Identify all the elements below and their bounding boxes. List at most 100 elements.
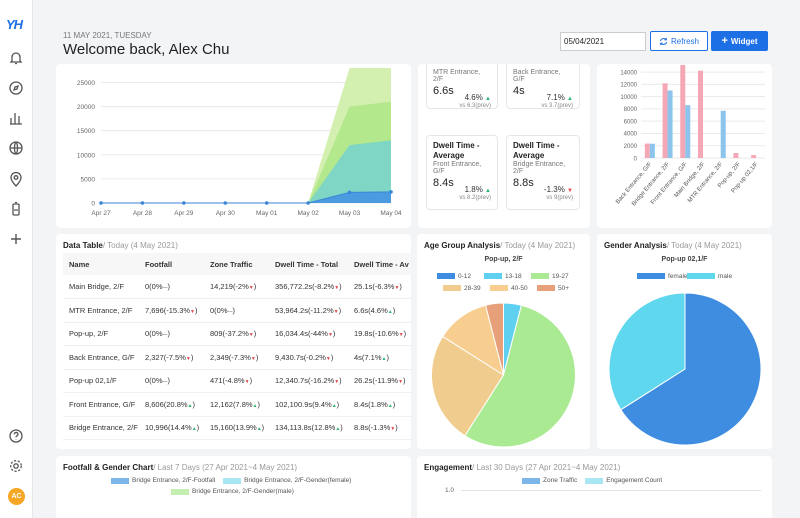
column-header[interactable]: Footfall (139, 253, 204, 275)
stat-card-bridge[interactable]: Dwell Time - Average Bridge Entrance, 2/… (506, 135, 580, 210)
legend-swatch[interactable] (443, 285, 461, 291)
trend-up-icon: ▲ (485, 188, 491, 194)
trend-up-icon: ▲ (191, 426, 197, 433)
legend-label: Zone Traffic (543, 477, 578, 484)
add-widget-button[interactable]: + Widget (711, 31, 768, 51)
y-tick-label: 6000 (624, 119, 638, 125)
data-point[interactable] (389, 190, 393, 194)
close-paren: ) (167, 282, 171, 291)
data-table-title-text: Data Table (63, 241, 103, 250)
table-cell: 0(0%—) (139, 369, 204, 393)
legend-label: 13-18 (505, 273, 522, 280)
legend-item[interactable]: Bridge Entrance, 2/F-Gender(male) (171, 488, 294, 495)
table-row[interactable]: MTR Entrance, 2/F 7,696(-15.3%▼) 0(0%—) 53,… (63, 298, 411, 323)
legend-swatch[interactable] (490, 285, 508, 291)
cell-text: Back Entrance, G/F (69, 352, 135, 362)
stat-prev: vs 8.2(prev) (459, 195, 491, 201)
table-row[interactable]: Main Bridge, 2/F 0(0%—) 14,219(-2%▼) 356,77… (63, 275, 411, 299)
legend-swatch[interactable] (637, 273, 665, 279)
globe-icon[interactable] (8, 140, 24, 156)
bar[interactable] (698, 70, 703, 158)
close-paren: ) (340, 423, 343, 433)
legend-swatch[interactable] (437, 273, 455, 279)
legend-item[interactable]: Bridge Entrance, 2/F-Gender(female) (223, 477, 351, 484)
stat-card-front[interactable]: Dwell Time - Average Front Entrance, G/F… (426, 135, 498, 210)
age-group-pie-chart: Pop-up, 2/F 0-12 13-18 19-27 28-39 40-50 50+ (431, 256, 576, 448)
legend-label: 40-50 (511, 285, 528, 292)
column-header[interactable]: Dwell Time - Total (269, 253, 348, 275)
area-series-0[interactable] (101, 68, 391, 203)
close-paren: ) (232, 305, 236, 315)
table-row[interactable]: Pop-up, 2/F 0(0%—) 809(-37.2%▼) 16,034.4s(-… (63, 322, 411, 346)
column-header[interactable]: Name (63, 253, 139, 275)
column-header[interactable]: Dwell Time - Av (348, 253, 411, 275)
plus-icon[interactable] (8, 231, 24, 247)
data-point[interactable] (306, 201, 310, 205)
data-point[interactable] (99, 201, 103, 205)
bar[interactable] (667, 90, 673, 158)
app-logo[interactable]: YH (6, 17, 23, 32)
table-cell: 53,964.2s(-11.2%▼) (269, 298, 348, 323)
sidebar: YH AC (0, 0, 33, 518)
trend-up-icon: ▲ (387, 402, 393, 409)
close-paren: ) (395, 423, 398, 433)
legend-swatch[interactable] (687, 273, 715, 279)
bar-chart-icon[interactable] (8, 110, 24, 126)
map-pin-icon[interactable] (8, 171, 24, 187)
pie-slice[interactable] (464, 304, 576, 448)
pie-slice[interactable] (484, 302, 504, 376)
legend-swatch[interactable] (531, 273, 549, 279)
table-cell: Pop-up 02,1/F (63, 369, 139, 393)
legend-swatch[interactable] (537, 285, 555, 291)
data-point[interactable] (182, 201, 186, 205)
stat-value: 4s (513, 85, 525, 97)
legend-label: male (718, 273, 732, 280)
data-point[interactable] (223, 201, 228, 205)
legend-item[interactable]: Bridge Entrance, 2/F-Footfall (111, 477, 215, 484)
bell-icon[interactable] (8, 50, 24, 66)
pie-slice[interactable] (608, 292, 686, 411)
bar[interactable] (751, 155, 757, 158)
area-series-3[interactable] (101, 191, 391, 203)
cell-text: Bridge Entrance, 2/F (69, 423, 138, 433)
bar[interactable] (680, 64, 686, 158)
legend-item[interactable]: Engagement Count (585, 477, 662, 484)
close-paren: ) (392, 399, 396, 409)
date-picker-input[interactable] (560, 32, 646, 51)
table-row[interactable]: Pop-up 02,1/F 0(0%—) 471(-4.8%▼) 12,340.7s(… (63, 369, 411, 393)
battery-icon[interactable] (8, 201, 24, 217)
data-point[interactable] (140, 201, 145, 205)
data-point[interactable] (347, 190, 352, 195)
table-row[interactable]: Bridge Entrance, 2/F 10,996(14.4%▲) 15,160… (63, 416, 411, 440)
table-row[interactable]: Back Entrance, G/F 2,327(-7.5%▼) 2,349(-7.… (63, 345, 411, 370)
bar[interactable] (662, 83, 668, 158)
legend-swatch[interactable] (484, 273, 502, 279)
stat-card-back[interactable]: Back Entrance, G/F 4s 7.1% ▲ vs 3.7(prev… (506, 64, 580, 109)
cell-text: 134,113.8s(12.8% (275, 423, 336, 433)
data-point[interactable] (264, 201, 269, 205)
refresh-button[interactable]: Refresh (650, 31, 708, 51)
bar[interactable] (649, 143, 655, 158)
close-paren: ) (386, 352, 389, 362)
bar[interactable] (685, 105, 691, 158)
stat-card-mtr[interactable]: MTR Entrance, 2/F 6.6s 4.6% ▲ vs 6.3(pre… (426, 64, 498, 109)
pie-slice[interactable] (431, 335, 505, 437)
column-header[interactable]: Zone Traffic (204, 253, 269, 275)
engagement-date: / Last 30 Days (27 Apr 2021~4 May 2021) (472, 463, 621, 472)
pie-slice[interactable] (620, 292, 762, 446)
compass-icon[interactable] (8, 80, 24, 96)
trend-up-icon: ▲ (485, 96, 491, 102)
help-icon[interactable] (8, 428, 24, 444)
user-avatar[interactable]: AC (8, 488, 25, 505)
legend-item[interactable]: Zone Traffic (522, 477, 577, 484)
x-tick-label: Apr 28 (133, 210, 153, 217)
bar[interactable] (733, 153, 739, 158)
close-paren: ) (338, 305, 342, 315)
settings-gear-icon[interactable] (8, 458, 24, 474)
bar[interactable] (720, 110, 726, 158)
stat-pct: 7.1% (546, 93, 565, 102)
cell-text: 0(0% (145, 329, 163, 339)
bar[interactable] (644, 143, 650, 158)
table-row[interactable]: Front Entrance, G/F 8,606(20.8%▲) 12,162(7… (63, 392, 411, 417)
close-paren: ) (255, 352, 259, 362)
